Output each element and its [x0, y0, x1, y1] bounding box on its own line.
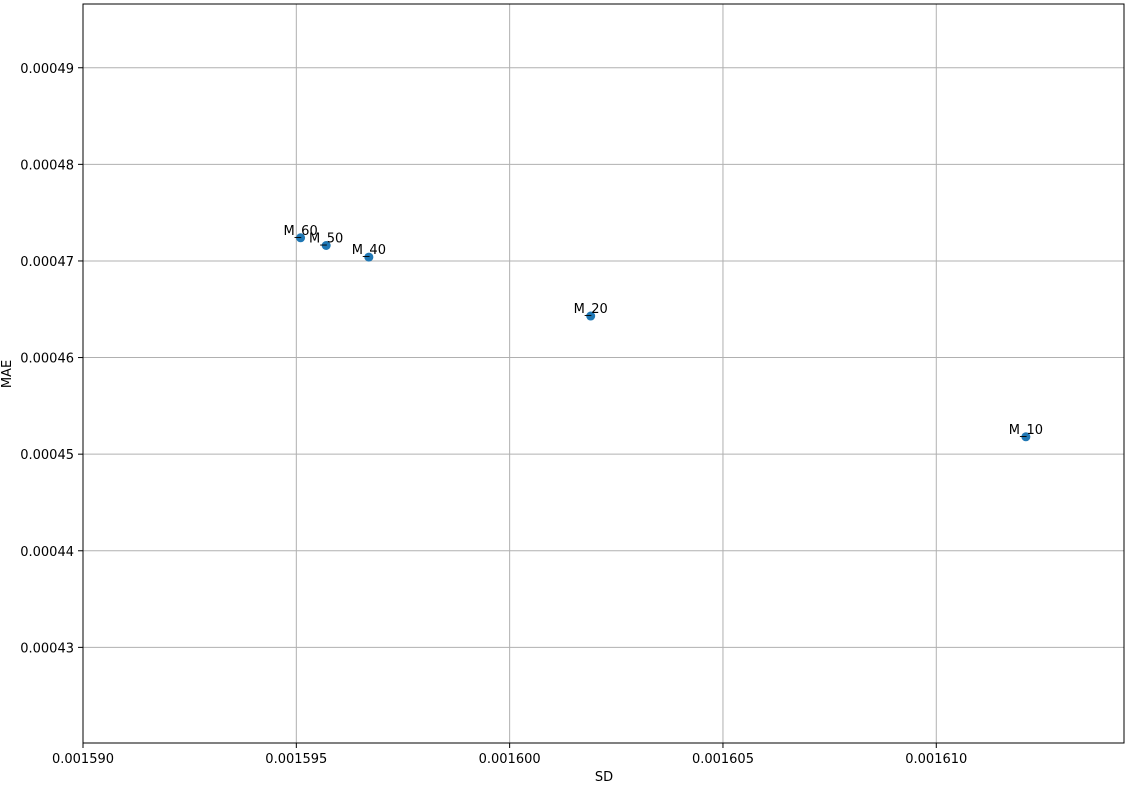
- data-point: [321, 241, 331, 251]
- y-axis-ticks: 0.00043 0.00044 0.00045 0.00046 0.00047 0.000…: [20, 62, 83, 656]
- x-tick-label: 0.001595: [265, 752, 327, 767]
- x-tick-label: 0.001600: [479, 752, 541, 767]
- data-points: M_60M_50 M_40 M_20 M_10: [283, 224, 1043, 442]
- data-point: [364, 252, 374, 262]
- y-tick-label: 0.00046: [20, 352, 74, 367]
- point-label: M_50: [309, 232, 343, 247]
- plot-frame: [82, 3, 1125, 744]
- x-tick-label: 0.001605: [692, 752, 754, 767]
- data-point: [296, 233, 306, 243]
- y-tick-label: 0.00043: [20, 641, 74, 656]
- data-point: [586, 311, 596, 321]
- x-tick-label: 0.001610: [905, 752, 967, 767]
- y-tick-label: 0.00044: [20, 545, 74, 560]
- y-tick-label: 0.00049: [20, 62, 74, 77]
- y-tick-label: 0.00047: [20, 255, 74, 270]
- y-axis-label: MAE: [0, 360, 15, 388]
- point-label: M_20: [574, 302, 608, 317]
- x-axis-ticks: 0.001590 0.001595 0.001600 0.001605 0.001610: [52, 743, 967, 767]
- point-label: M_10: [1009, 423, 1043, 438]
- x-axis-label: SD: [595, 770, 613, 785]
- x-tick-label: 0.001590: [52, 752, 114, 767]
- point-label: M_60: [283, 224, 317, 239]
- y-tick-label: 0.00048: [20, 158, 74, 173]
- grid-lines: [82, 4, 1124, 743]
- point-label: M_40: [352, 243, 386, 258]
- y-tick-label: 0.00045: [20, 448, 74, 463]
- data-point: [1021, 432, 1031, 442]
